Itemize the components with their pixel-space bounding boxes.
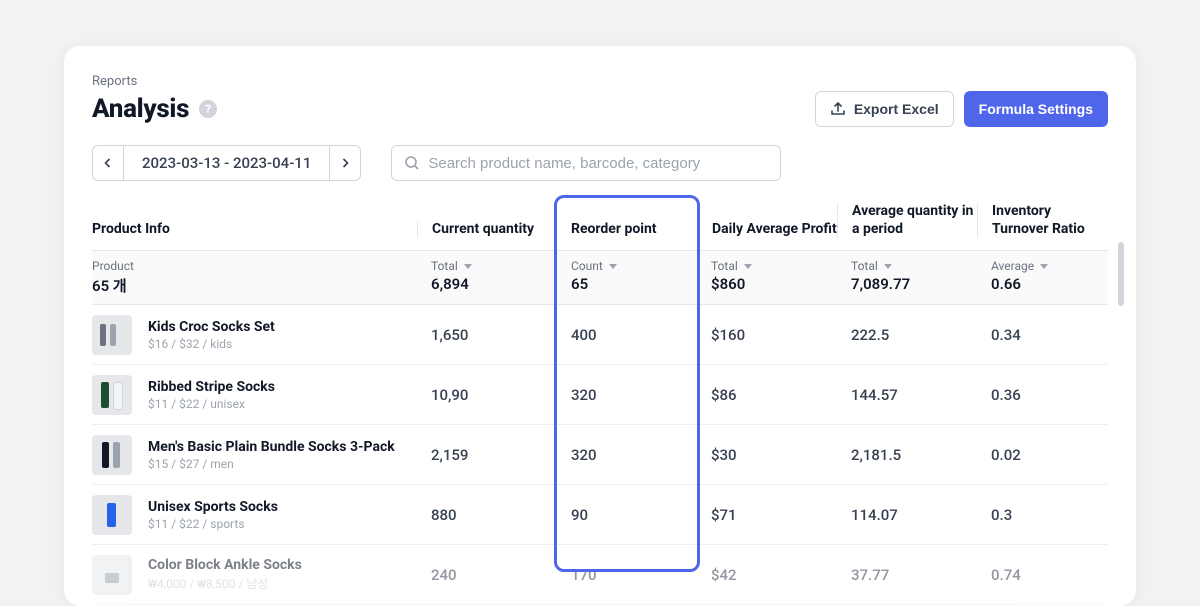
search-field[interactable] <box>391 145 781 181</box>
summary-avgqty-label: Total <box>851 259 878 273</box>
cell-qty: 1,650 <box>417 326 557 344</box>
cell-turnover: 0.36 <box>977 386 1097 404</box>
product-thumbnail <box>92 315 132 355</box>
formula-settings-button[interactable]: Formula Settings <box>964 91 1108 127</box>
cell-turnover: 0.02 <box>977 446 1097 464</box>
col-header-turnover[interactable]: Inventory Turnover Ratio <box>977 203 1097 238</box>
search-input[interactable] <box>428 155 768 172</box>
summary-qty-value: 6,894 <box>431 275 557 293</box>
product-name: Unisex Sports Socks <box>148 499 278 515</box>
sort-caret-icon[interactable] <box>1040 264 1048 269</box>
date-range-display[interactable]: 2023-03-13 - 2023-04-11 <box>124 145 329 181</box>
col-header-qty[interactable]: Current quantity <box>417 221 557 239</box>
chevron-right-icon <box>340 158 350 168</box>
formula-label: Formula Settings <box>979 101 1093 117</box>
product-name: Color Block Ankle Socks <box>148 557 302 573</box>
table-row[interactable]: Kids Croc Socks Set $16 / $32 / kids 1,650… <box>92 305 1108 365</box>
sort-caret-icon[interactable] <box>609 264 617 269</box>
summary-row: Product 65 개 Total 6,894 Count 65 Total … <box>92 250 1108 305</box>
date-prev-button[interactable] <box>92 145 124 181</box>
date-next-button[interactable] <box>329 145 361 181</box>
cell-profit: $30 <box>697 446 837 464</box>
cell-avgqty: 37.77 <box>837 566 977 584</box>
cell-turnover: 0.3 <box>977 506 1097 524</box>
cell-qty: 2,159 <box>417 446 557 464</box>
cell-avgqty: 144.57 <box>837 386 977 404</box>
summary-product-value: 65 개 <box>92 275 417 296</box>
cell-qty: 880 <box>417 506 557 524</box>
col-header-profit[interactable]: Daily Average Profit <box>697 221 837 239</box>
export-excel-button[interactable]: Export Excel <box>815 91 954 127</box>
table-row[interactable]: Unisex Sports Socks $11 / $22 / sports 880… <box>92 485 1108 545</box>
rows-container: Kids Croc Socks Set $16 / $32 / kids 1,650… <box>92 305 1108 605</box>
page-title: Analysis <box>92 94 189 124</box>
chevron-left-icon <box>103 158 113 168</box>
date-range-picker: 2023-03-13 - 2023-04-11 <box>92 145 361 181</box>
summary-reorder-value: 65 <box>571 275 697 293</box>
summary-turnover-value: 0.66 <box>991 275 1097 293</box>
col-header-avgqty[interactable]: Average quantity in a period <box>837 203 977 238</box>
sort-caret-icon[interactable] <box>744 264 752 269</box>
cell-reorder: 320 <box>557 446 697 464</box>
product-name: Men's Basic Plain Bundle Socks 3-Pack <box>148 439 395 455</box>
product-subtitle: ₩4,000 / ₩8,500 / 남성 <box>148 575 302 592</box>
cell-profit: $71 <box>697 506 837 524</box>
cell-profit: $42 <box>697 566 837 584</box>
summary-qty-label: Total <box>431 259 458 273</box>
product-thumbnail <box>92 555 132 595</box>
cell-avgqty: 222.5 <box>837 326 977 344</box>
cell-reorder: 400 <box>557 326 697 344</box>
summary-turnover-label: Average <box>991 259 1034 273</box>
summary-profit-value: $860 <box>711 275 837 293</box>
cell-qty: 240 <box>417 566 557 584</box>
cell-reorder: 90 <box>557 506 697 524</box>
product-thumbnail <box>92 435 132 475</box>
cell-turnover: 0.74 <box>977 566 1097 584</box>
summary-profit-label: Total <box>711 259 738 273</box>
cell-reorder: 320 <box>557 386 697 404</box>
scrollbar-thumb[interactable] <box>1118 242 1124 306</box>
summary-avgqty-value: 7,089.77 <box>851 275 977 293</box>
product-thumbnail <box>92 495 132 535</box>
cell-avgqty: 2,181.5 <box>837 446 977 464</box>
controls-row: 2023-03-13 - 2023-04-11 <box>92 145 1108 181</box>
breadcrumb: Reports <box>92 74 1108 89</box>
table-row[interactable]: Men's Basic Plain Bundle Socks 3-Pack $15… <box>92 425 1108 485</box>
sort-caret-icon[interactable] <box>884 264 892 269</box>
summary-reorder-label: Count <box>571 259 603 273</box>
table-row[interactable]: Ribbed Stripe Socks $11 / $22 / unisex 10,… <box>92 365 1108 425</box>
sort-caret-icon[interactable] <box>464 264 472 269</box>
col-header-reorder[interactable]: Reorder point <box>557 221 697 239</box>
table-header: Product Info Current quantity Reorder po… <box>92 203 1108 250</box>
cell-reorder: 170 <box>557 566 697 584</box>
product-thumbnail <box>92 375 132 415</box>
product-name: Ribbed Stripe Socks <box>148 379 275 395</box>
export-label: Export Excel <box>854 101 939 117</box>
cell-qty: 10,90 <box>417 386 557 404</box>
cell-profit: $160 <box>697 326 837 344</box>
product-subtitle: $11 / $22 / sports <box>148 517 278 531</box>
cell-profit: $86 <box>697 386 837 404</box>
cell-turnover: 0.34 <box>977 326 1097 344</box>
analysis-table: Product Info Current quantity Reorder po… <box>64 203 1136 605</box>
analysis-card: Reports Analysis ? Export Excel Formula … <box>64 46 1136 606</box>
product-name: Kids Croc Socks Set <box>148 319 275 335</box>
product-subtitle: $16 / $32 / kids <box>148 337 275 351</box>
product-subtitle: $11 / $22 / unisex <box>148 397 275 411</box>
col-header-product[interactable]: Product Info <box>92 221 417 239</box>
export-icon <box>830 101 846 117</box>
summary-product-label: Product <box>92 259 417 273</box>
title-row: Analysis ? Export Excel Formula Settings <box>92 91 1108 127</box>
product-subtitle: $15 / $27 / men <box>148 457 395 471</box>
search-icon <box>404 155 420 171</box>
cell-avgqty: 114.07 <box>837 506 977 524</box>
help-icon[interactable]: ? <box>199 100 217 118</box>
table-row[interactable]: Color Block Ankle Socks ₩4,000 / ₩8,500 /… <box>92 545 1108 605</box>
